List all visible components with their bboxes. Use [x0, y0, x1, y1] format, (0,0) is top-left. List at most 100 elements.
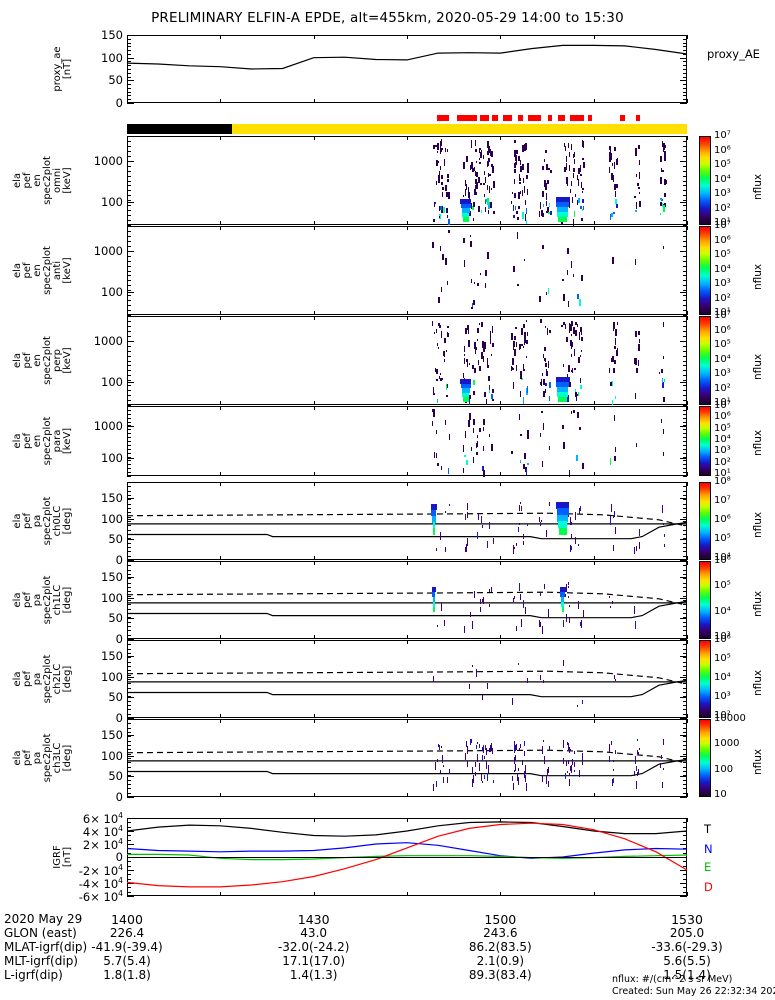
spec-pixel: [614, 147, 617, 152]
minortick: [683, 69, 687, 70]
minortick: [683, 370, 687, 372]
spec-pixel: [432, 320, 434, 326]
spec-pixel: [575, 322, 578, 325]
minortick: [683, 600, 687, 601]
minortick: [127, 613, 131, 614]
spec-pixel: [434, 331, 436, 334]
minortick: [687, 640, 688, 644]
spec-pixel: [573, 167, 576, 172]
minortick: [683, 788, 687, 790]
minortick: [683, 666, 687, 667]
event-marker: [457, 115, 477, 121]
minortick: [127, 405, 131, 406]
spec-blob: [462, 212, 470, 218]
spec-pixel: [576, 395, 578, 402]
pa-pixel: [514, 740, 516, 746]
minortick: [127, 788, 131, 790]
spec-pixel: [448, 230, 451, 234]
spec-pixel: [446, 394, 449, 397]
spec-pixel: [481, 341, 484, 349]
table-cell-4-1: 1.4(1.3): [289, 968, 338, 982]
minortick: [127, 210, 131, 212]
colorbar-label-en_omni-2: 10⁵: [714, 159, 731, 170]
minortick: [683, 495, 687, 496]
spec-pixel: [489, 384, 491, 390]
spec-pixel: [579, 334, 581, 341]
created-timestamp: Created: Sun May 26 22:32:34 2024: [612, 986, 775, 997]
spec-pixel: [438, 376, 440, 380]
minortick: [683, 604, 687, 606]
minortick: [683, 365, 687, 367]
colorbar-label-en_perp-1: 10⁶: [714, 324, 731, 336]
pa-pixel: [467, 503, 469, 511]
spec-pixel: [469, 240, 472, 247]
pa-blob: [556, 502, 570, 509]
spec-pixel: [614, 338, 616, 346]
minortick: [127, 521, 131, 522]
spec-pixel: [479, 428, 482, 433]
minortick: [127, 80, 131, 82]
spec-pixel: [437, 462, 440, 466]
pa-pixel: [436, 780, 438, 787]
minortick: [407, 311, 408, 315]
pa-pixel: [549, 745, 551, 751]
spec-pixel: [471, 168, 474, 173]
pa-pixel: [569, 617, 571, 623]
pa-pixel: [568, 759, 570, 764]
minortick: [127, 468, 131, 470]
minortick: [687, 892, 688, 896]
spec-pixel: [519, 370, 522, 377]
minortick: [683, 679, 687, 680]
minortick: [127, 818, 128, 822]
spec-pixel: [565, 163, 567, 171]
spec-pixel: [469, 412, 472, 420]
spec-pixel: [608, 368, 610, 374]
pa-pixel: [568, 586, 570, 589]
colorbar-label-pa_ch2-1: 10⁵: [714, 653, 731, 664]
spec-pixel: [659, 155, 662, 162]
spec-pixel: [637, 145, 640, 150]
spec-blob: [556, 201, 570, 208]
spec-pixel: [478, 158, 480, 160]
pa-pixel: [634, 546, 636, 554]
spec-pixel: [521, 145, 524, 153]
pa-pixel: [482, 747, 484, 752]
spec-pixel: [469, 394, 472, 399]
minortick: [683, 290, 687, 292]
spec-pixel: [637, 187, 640, 190]
spec-pixel: [573, 410, 576, 414]
minortick: [500, 556, 502, 560]
pa-pixel: [542, 739, 544, 742]
minortick: [683, 569, 687, 571]
pa-pixel: [437, 759, 439, 763]
spec-pixel: [565, 339, 567, 342]
colorbar-name-pa_ch3: nflux: [752, 749, 764, 776]
spec-pixel: [546, 180, 549, 185]
pa-pixel: [481, 598, 483, 602]
colorbar-label-en_anti-1: 10⁶: [714, 234, 731, 246]
minortick: [127, 360, 131, 362]
spec-pixel: [662, 148, 664, 152]
colorbar-label-en_perp-4: 10³: [714, 368, 731, 379]
minortick: [127, 648, 131, 650]
spec-pixel: [436, 142, 439, 150]
tick-r-en_para-1: [680, 457, 687, 459]
spec-pixel: [546, 193, 548, 201]
spec-pixel: [487, 202, 490, 210]
pa-pixel: [570, 546, 572, 551]
spec-pixel: [463, 353, 465, 356]
spec-pixel: [523, 258, 525, 261]
pa-pixel: [518, 526, 520, 532]
pa-blob: [556, 508, 569, 516]
pa-pixel: [543, 756, 545, 765]
pa-pixel: [466, 746, 468, 755]
spec-pixel: [525, 199, 527, 205]
spec-pixel: [434, 201, 436, 204]
minortick: [683, 887, 687, 889]
pa-pixel: [484, 775, 486, 780]
spec-pixel: [512, 382, 514, 390]
spec-pixel: [567, 395, 570, 403]
minortick: [683, 335, 687, 337]
minortick: [127, 160, 131, 162]
spec-pixel: [479, 162, 482, 165]
